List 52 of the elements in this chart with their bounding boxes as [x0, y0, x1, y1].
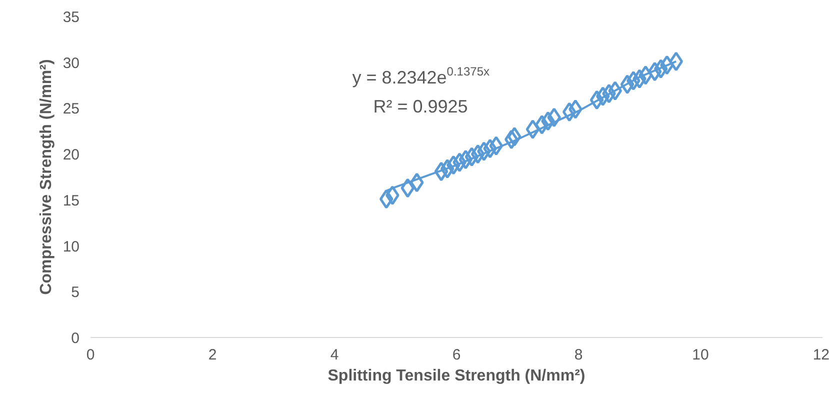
y-axis-title: Compressive Strength (N/mm²) [38, 59, 55, 295]
y-tick-label: 35 [62, 9, 80, 26]
point [626, 70, 640, 90]
point [602, 84, 616, 104]
point [452, 152, 466, 172]
point [654, 59, 668, 79]
point [620, 74, 634, 94]
y-tick-label: 10 [62, 238, 80, 256]
point [590, 90, 604, 110]
point [648, 62, 662, 82]
y-tick-label: 15 [62, 192, 80, 210]
point [608, 81, 622, 101]
point [410, 172, 424, 192]
x-tick-label: 0 [86, 346, 95, 364]
point [669, 52, 684, 72]
point [660, 55, 674, 75]
y-tick-label: 0 [71, 330, 80, 347]
y-tick-label: 20 [62, 146, 80, 164]
annotation: R² = 0.9925 [373, 96, 468, 116]
point [541, 111, 555, 131]
point [547, 108, 562, 128]
point [470, 144, 485, 164]
x-tick-label: 10 [692, 346, 709, 364]
point [638, 65, 653, 85]
point [483, 138, 497, 158]
point [526, 120, 540, 140]
point [596, 86, 610, 106]
point [386, 186, 400, 206]
point [400, 178, 415, 198]
point [464, 147, 479, 167]
y-tick-label: 25 [62, 100, 80, 118]
y-tick-label: 5 [71, 284, 80, 302]
point [446, 155, 460, 175]
point [434, 162, 448, 182]
point [379, 189, 394, 209]
point [477, 142, 491, 162]
x-axis-title: Splitting Tensile Strength (N/mm²) [328, 368, 586, 384]
point [504, 130, 518, 150]
point [440, 158, 454, 178]
point [632, 69, 646, 89]
x-tick-label: 4 [330, 346, 339, 364]
x-tick-label: 2 [208, 346, 217, 364]
x-tick-label: 12 [812, 346, 829, 364]
point [562, 102, 576, 122]
point [458, 150, 473, 170]
point [568, 99, 582, 119]
point [508, 126, 522, 146]
x-tick-label: 8 [574, 346, 583, 364]
point [489, 136, 504, 156]
x-tick-label: 6 [452, 346, 461, 364]
y-tick-label: 30 [62, 54, 80, 72]
point [534, 114, 549, 134]
